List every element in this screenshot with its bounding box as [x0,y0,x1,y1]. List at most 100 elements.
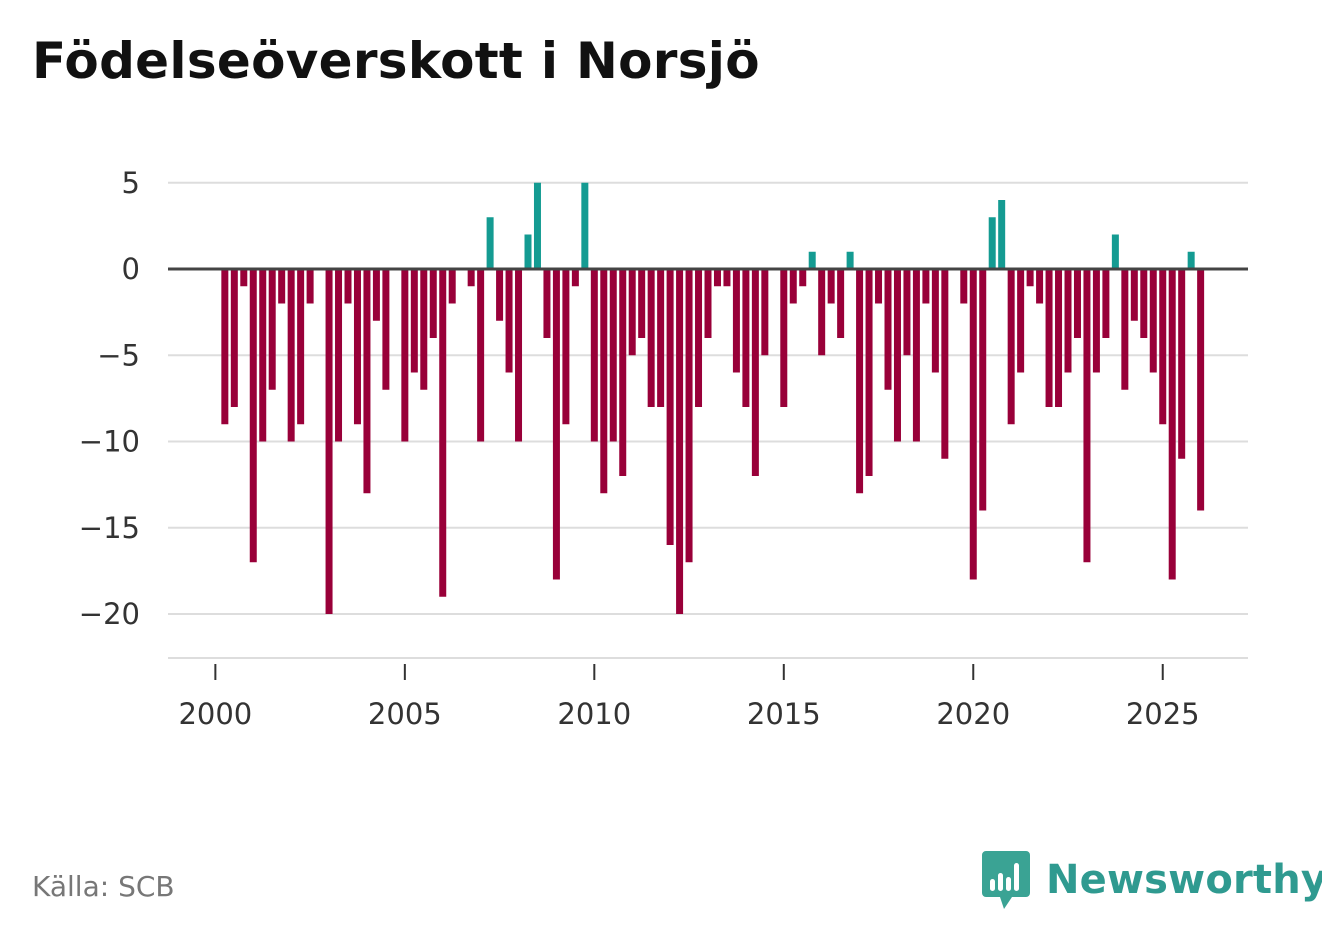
bar [1026,269,1034,287]
bar [979,269,987,511]
bar [1187,251,1195,269]
bar [278,269,286,304]
bar [723,269,731,287]
bar [1017,269,1025,373]
bars [221,182,1205,614]
bar [988,217,996,269]
bar [486,217,494,269]
bar [619,269,627,476]
bar [742,269,750,407]
bar [1159,269,1167,425]
bar [1149,269,1157,373]
bar [1045,269,1053,407]
bar [846,251,854,269]
bar [524,234,532,269]
bar [259,269,267,442]
bar [1111,234,1119,269]
bar [515,269,523,442]
x-tick-label: 2010 [557,697,631,731]
newsworthy-logo-icon [982,851,1030,909]
bar [818,269,826,356]
bar [1036,269,1044,304]
y-tick-label: −20 [79,597,140,631]
y-tick-label: 5 [122,166,140,200]
bar [562,269,570,425]
bar [761,269,769,356]
bar [429,269,437,338]
bar [240,269,248,287]
bar [941,269,949,459]
bar [884,269,892,390]
bar [600,269,608,494]
x-tick-label: 2000 [178,697,252,731]
bar [713,269,721,287]
bar [1102,269,1110,338]
bar [799,269,807,287]
bar [552,269,560,580]
bar [638,269,646,338]
bar [1083,269,1091,563]
bar [581,182,589,269]
bar [448,269,456,304]
bar [410,269,418,373]
bar [505,269,513,373]
bar [221,269,229,425]
bar [676,269,684,614]
bar [808,251,816,269]
y-tick-label: −10 [79,425,140,459]
bar [837,269,845,338]
bar [931,269,939,373]
source-note: Källa: SCB [32,870,175,903]
bar [306,269,314,304]
bar [467,269,475,287]
bar [875,269,883,304]
bar [695,269,703,407]
bar [363,269,371,494]
bar [628,269,636,356]
bar [893,269,901,442]
bar [496,269,504,321]
bar [382,269,390,390]
bar [751,269,759,476]
bar [960,269,968,304]
bar [420,269,428,390]
bar [353,269,361,425]
newsworthy-logo[interactable]: Newsworthy [980,848,1322,912]
x-tick-label: 2015 [747,697,821,731]
y-tick-label: −15 [79,511,140,545]
bar [287,269,295,442]
bar [571,269,579,287]
bar [1055,269,1063,407]
bar [856,269,864,494]
x-tick-label: 2025 [1126,697,1200,731]
bar [249,269,257,563]
bar [590,269,598,442]
bar [1073,269,1081,338]
bar [268,269,276,390]
bar [922,269,930,304]
bar [827,269,835,304]
bar [344,269,352,304]
bar [1130,269,1138,321]
bar [533,182,541,269]
bar [704,269,712,338]
bar [477,269,485,442]
x-axis: 2000 2005 2010 2015 2020 2025 [168,657,1248,731]
bar [685,269,693,563]
bar [1140,269,1148,338]
y-axis-labels: 5 0 −5 −10 −15 −20 [79,166,140,631]
bar [657,269,665,407]
bar [297,269,305,425]
bar [439,269,447,597]
bar [780,269,788,407]
x-tick-label: 2005 [368,697,442,731]
bar [865,269,873,476]
bar [543,269,551,338]
bar [647,269,655,407]
bar [401,269,409,442]
bar [1178,269,1186,459]
bar [732,269,740,373]
bar [335,269,343,442]
bar [325,269,333,614]
